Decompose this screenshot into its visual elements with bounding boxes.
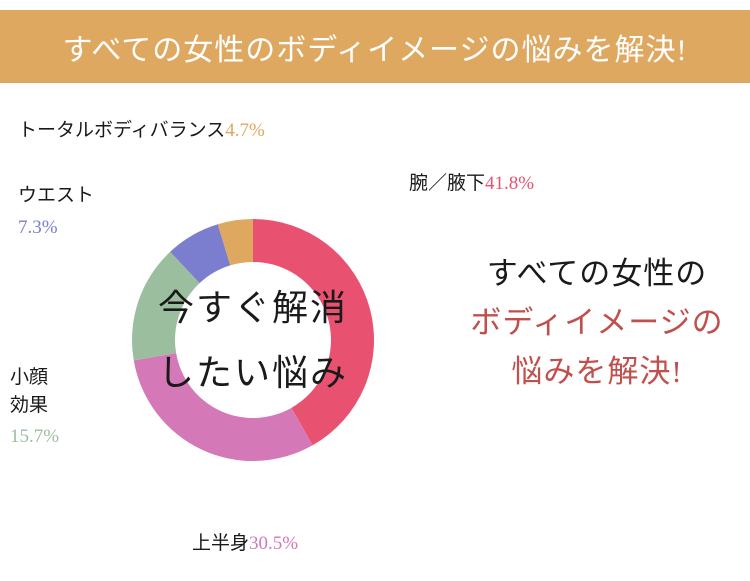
slice-label-arm-underarm-pct: 41.8% [485, 173, 535, 194]
slice-label-total-body-balance-name: トータルボディバランス [18, 120, 226, 141]
headline-line-1: すべての女性の [486, 256, 708, 291]
slice-label-upper-body-pct: 30.5% [249, 533, 299, 554]
donut-center-line-2: したい悩み [158, 353, 348, 393]
slice-label-upper-body: 上半身30.5% [192, 530, 298, 558]
slice-label-kogao-pct: 15.7% [10, 426, 60, 448]
slice-label-waist-name: ウエスト [18, 185, 95, 206]
headline-block: すべての女性の ボディイメージの 悩みを解決! [452, 250, 742, 397]
slice-label-upper-body-name: 上半身 [192, 533, 250, 554]
slice-label-waist: ウエスト 7.3% [18, 182, 94, 241]
slice-label-kogao-name2: 効果 [10, 394, 49, 416]
donut-slices [132, 219, 374, 461]
slice-label-arm-underarm-name: 腕／腋下 [409, 173, 486, 194]
donut-slice-3[interactable] [132, 251, 200, 361]
headline-line-3: 悩みを解決! [511, 353, 683, 389]
headline-line-2: ボディイメージの [470, 304, 724, 340]
donut-chart: 今すぐ解消 したい悩み [73, 153, 433, 528]
slice-label-arm-underarm: 腕／腋下41.8% [409, 170, 534, 198]
donut-center-line-1: 今すぐ解消 [158, 288, 348, 328]
slice-label-kogao: 小顔 効果 15.7% [10, 364, 59, 451]
slice-label-total-body-balance-pct: 4.7% [225, 120, 265, 141]
slice-label-waist-pct: 7.3% [18, 216, 58, 238]
donut-slice-4[interactable] [170, 224, 231, 284]
donut-slice-5[interactable] [217, 219, 253, 266]
donut-slice-1[interactable] [253, 219, 374, 446]
donut-chart-svg: 今すぐ解消 したい悩み [132, 219, 374, 461]
donut-slice-2[interactable] [133, 353, 313, 461]
slice-label-total-body-balance: トータルボディバランス4.7% [18, 117, 265, 145]
header-banner: すべての女性のボディイメージの悩みを解決! [0, 10, 750, 83]
page-title: すべての女性のボディイメージの悩みを解決! [62, 33, 688, 67]
slice-label-kogao-name: 小顔 [10, 367, 49, 388]
